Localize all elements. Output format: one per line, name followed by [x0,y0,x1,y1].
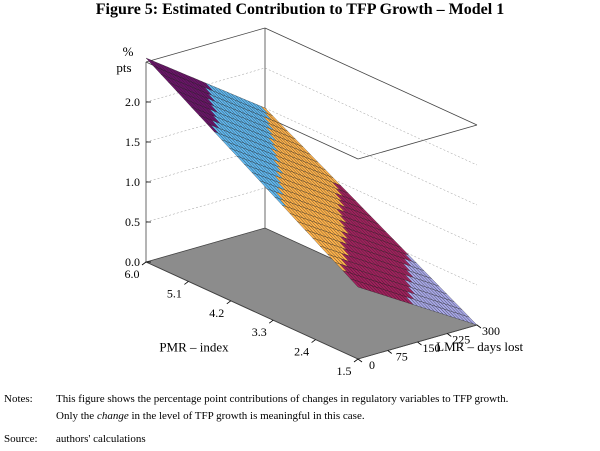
pmr-tick-label: 4.2 [209,306,224,320]
surface-chart: 0.0 0.5 1.0 1.5 2.0%pts 6.0 5.1 4.2 3.3 2.4 1.5 PMR… [116,27,524,378]
notes-label: Notes: [4,393,33,405]
notes-line-2-start: Only the [56,410,97,422]
box-edge [145,261,359,360]
box-edge [145,27,266,63]
z-tick-label: 1.5 [125,135,140,149]
lmr-axis-label: LMR – days lost [436,339,523,354]
pmr-tick-mark [353,358,359,363]
pmr-tick-mark [268,319,274,324]
z-tick-label: 1.0 [125,175,140,189]
lmr-tick-label: 75 [396,350,408,364]
z-tick-label: 0.0 [125,255,140,269]
lmr-tick-mark [476,324,482,329]
z-gridline [145,107,478,206]
pmr-tick-label: 3.3 [252,325,267,339]
lmr-tick-mark [417,341,422,346]
z-tick-label: 2.0 [125,95,140,109]
surface-cell [349,278,363,289]
pmr-tick-label: 6.0 [125,267,140,281]
lmr-tick-label: 0 [369,358,375,372]
pmr-tick-label: 2.4 [294,345,309,359]
z-gridline [145,187,478,286]
z-axis-label: % [123,44,134,59]
z-tick-label: 0.5 [125,215,140,229]
source-text: authors' calculations [56,433,146,445]
pmr-tick-mark [311,339,316,343]
z-axis-label: pts [116,60,131,75]
box-edge [357,124,478,160]
pmr-tick-mark [141,261,147,266]
notes-line-1: This figure shows the percentage point c… [56,393,509,405]
pmr-tick-mark [226,300,232,305]
notes-emphasis: change [96,410,129,422]
source-label: Source: [4,433,38,445]
box-edge [264,27,478,126]
figure-title: Figure 5: Estimated Contribution to TFP … [95,1,505,18]
lmr-tick-label: 150 [423,341,441,355]
axes: 0.0 0.5 1.0 1.5 2.0%pts 6.0 5.1 4.2 3.3 2.4 1.5 PMR… [116,44,523,378]
surface-mesh [145,57,478,326]
notes-line-2-end: in the level of TFP growth is meaningful… [128,410,365,422]
notes-section: Notes: This figure shows the percentage … [4,391,600,448]
pmr-tick-mark [184,281,189,285]
z-gridline [145,147,478,246]
pmr-axis-label: PMR – index [159,340,229,355]
lmr-tick-label: 225 [452,333,470,347]
pmr-tick-label: 5.1 [167,286,182,300]
lmr-tick-mark [357,358,363,363]
notes-line-2: Only the change in the level of TFP grow… [56,408,600,425]
lmr-tick-mark [387,350,392,354]
lmr-tick-mark [447,333,452,337]
lmr-tick-label: 300 [482,324,500,338]
pmr-tick-label: 1.5 [337,364,352,378]
